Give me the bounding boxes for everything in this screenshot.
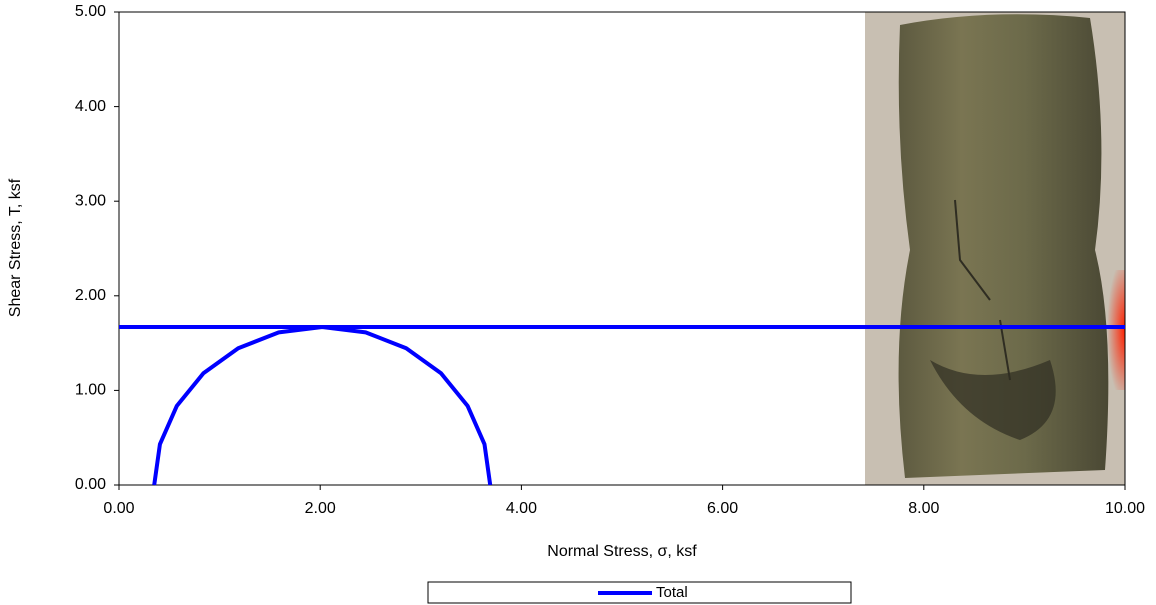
x-tick-label: 0.00 <box>103 500 134 517</box>
x-tick-label: 6.00 <box>707 500 738 517</box>
page: {"chart_data": { "type": "line", "x_labe… <box>0 0 1156 605</box>
legend: Total <box>428 582 851 603</box>
y-tick-label: 1.00 <box>75 382 106 399</box>
chart: 0.00 1.00 2.00 3.00 4.00 5.00 0.00 2.00 4.00 6.00… <box>0 0 1156 605</box>
x-tick-label: 8.00 <box>908 500 939 517</box>
x-tick-label: 2.00 <box>305 500 336 517</box>
photo <box>865 12 1125 485</box>
series-line <box>154 327 490 485</box>
x-tick-label: 4.00 <box>506 500 537 517</box>
x-axis-title: Normal Stress, σ, ksf <box>547 543 697 560</box>
y-tick-label: 2.00 <box>75 287 106 304</box>
legend-label: Total <box>656 584 688 601</box>
y-tick-label: 4.00 <box>75 98 106 115</box>
y-axis-title: Shear Stress, T, ksf <box>7 178 24 317</box>
x-tick-label: 10.00 <box>1105 500 1145 517</box>
y-tick-label: 0.00 <box>75 476 106 493</box>
y-tick-label: 5.00 <box>75 3 106 20</box>
y-tick-label: 3.00 <box>75 192 106 209</box>
